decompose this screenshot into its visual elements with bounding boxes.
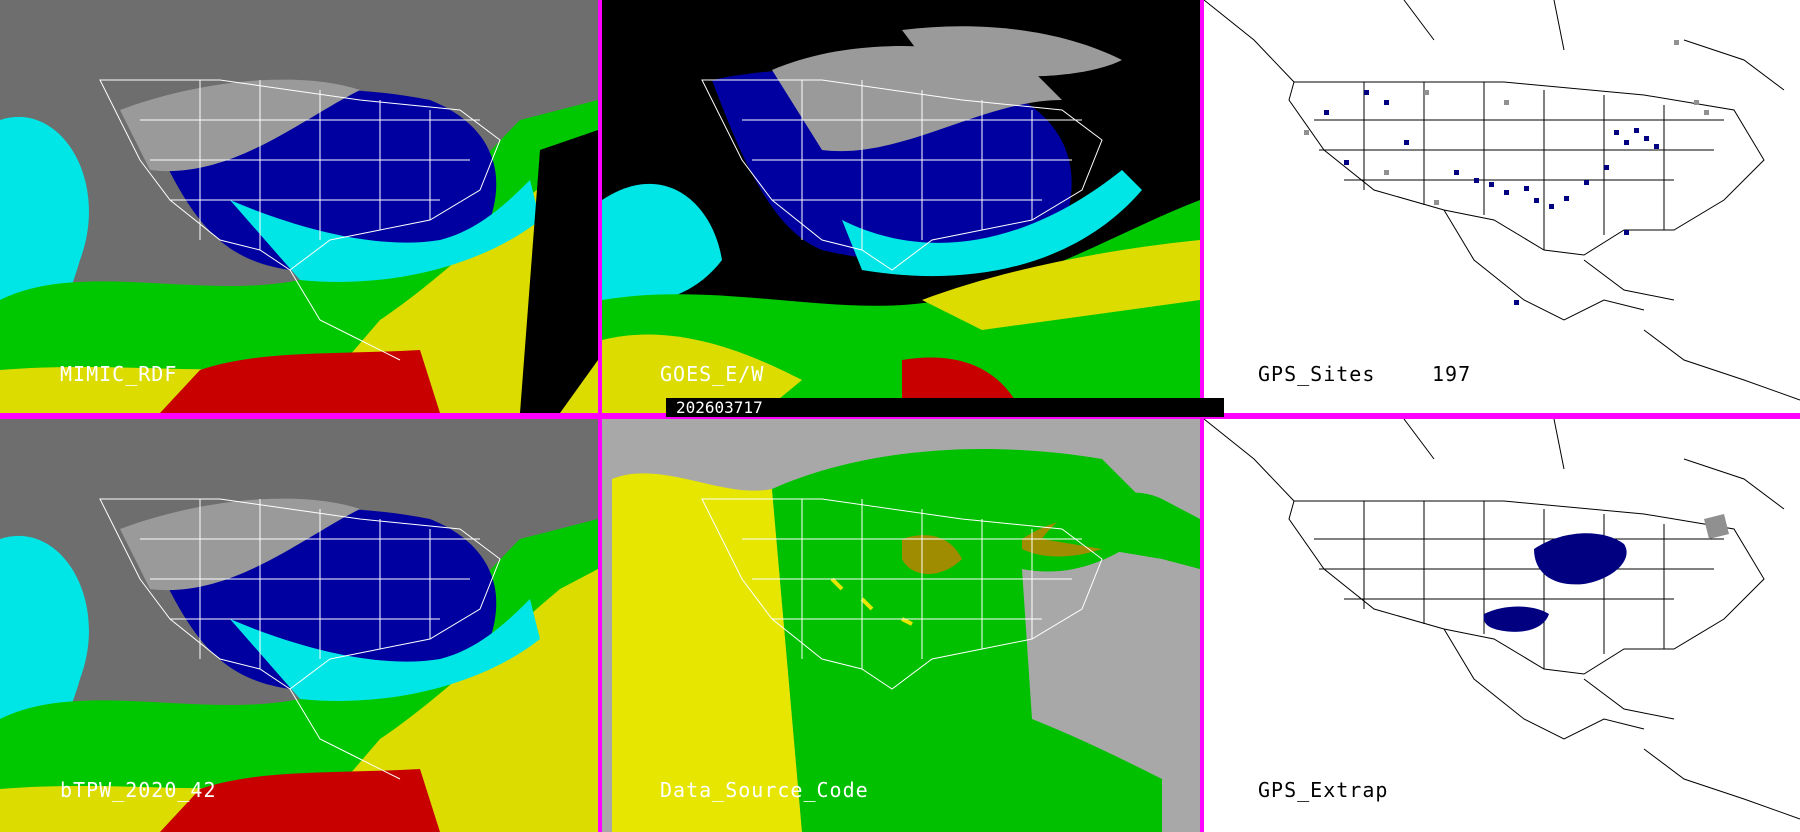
data-source-code-map xyxy=(602,419,1200,832)
timestamp-text: 202603717 xyxy=(676,398,763,417)
panel-label: GOES_E/W xyxy=(660,362,765,386)
map-panel-data-source-code: Data_Source_Code xyxy=(602,419,1200,832)
extrap-region-new-england xyxy=(1704,514,1729,539)
map-panel-gps-extrap: GPS_Extrap xyxy=(1204,419,1800,832)
extrap-region-ohio-valley xyxy=(1534,533,1627,585)
gps-site-markers xyxy=(1304,40,1709,305)
tpw-field-map xyxy=(0,0,598,413)
gps-extrap-map xyxy=(1204,419,1800,820)
map-panel-btpw: bTPW_2020_42 xyxy=(0,419,598,832)
tpw-field-map xyxy=(0,419,598,832)
gps-sites-map xyxy=(1204,0,1800,401)
panel-label: bTPW_2020_42 xyxy=(60,778,217,802)
goes-field-map xyxy=(602,0,1200,413)
map-panel-mimic-rdf: MIMIC_RDF xyxy=(0,0,598,413)
panel-label: GPS_Sites xyxy=(1258,362,1376,386)
extrap-region-gulf-coast xyxy=(1483,606,1549,632)
map-panel-goes-ew: GOES_E/W xyxy=(602,0,1200,413)
timestamp-bar: 202603717 xyxy=(666,398,1224,417)
panel-label: GPS_Extrap xyxy=(1258,778,1389,802)
gps-site-count: 197 xyxy=(1432,362,1472,386)
panel-label: MIMIC_RDF xyxy=(60,362,178,386)
map-panel-gps-sites: GPS_Sites 197 xyxy=(1204,0,1800,413)
panel-label: Data_Source_Code xyxy=(660,778,869,802)
